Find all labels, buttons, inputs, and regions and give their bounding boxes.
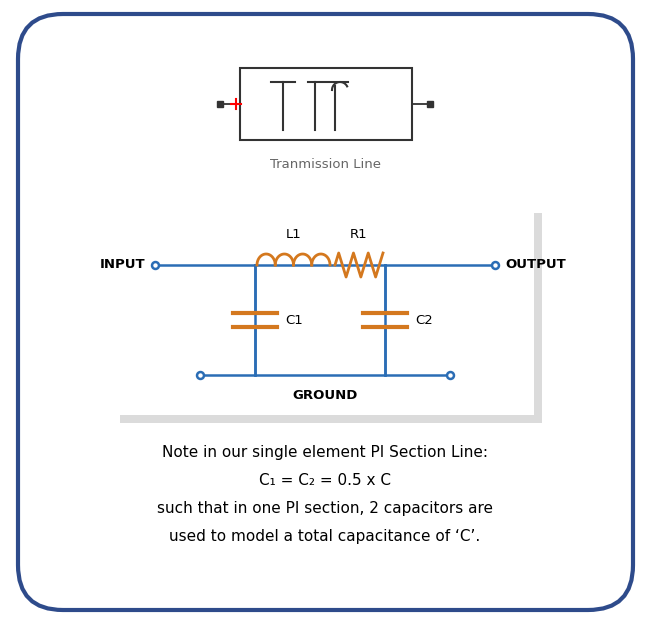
Text: such that in one PI section, 2 capacitors are: such that in one PI section, 2 capacitor… [157, 501, 493, 516]
Bar [120, 213, 542, 423]
Text: C1: C1 [285, 313, 303, 326]
FancyBboxPatch shape [18, 14, 633, 610]
Bar [217, 101, 223, 107]
Text: GROUND: GROUND [292, 389, 357, 402]
Text: used to model a total capacitance of ‘C’.: used to model a total capacitance of ‘C’… [169, 529, 480, 544]
Text: C₁ = C₂ = 0.5 x C: C₁ = C₂ = 0.5 x C [259, 473, 391, 488]
Bar [427, 101, 433, 107]
Text: Note in our single element PI Section Line:: Note in our single element PI Section Li… [162, 445, 488, 460]
Text: Tranmission Line: Tranmission Line [271, 158, 381, 171]
Bar [112, 205, 534, 415]
Text: C2: C2 [415, 313, 433, 326]
Text: INPUT: INPUT [100, 258, 145, 271]
Text: L1: L1 [286, 228, 301, 241]
Text: OUTPUT: OUTPUT [505, 258, 566, 271]
Bar [240, 68, 412, 140]
Text: R1: R1 [350, 228, 368, 241]
